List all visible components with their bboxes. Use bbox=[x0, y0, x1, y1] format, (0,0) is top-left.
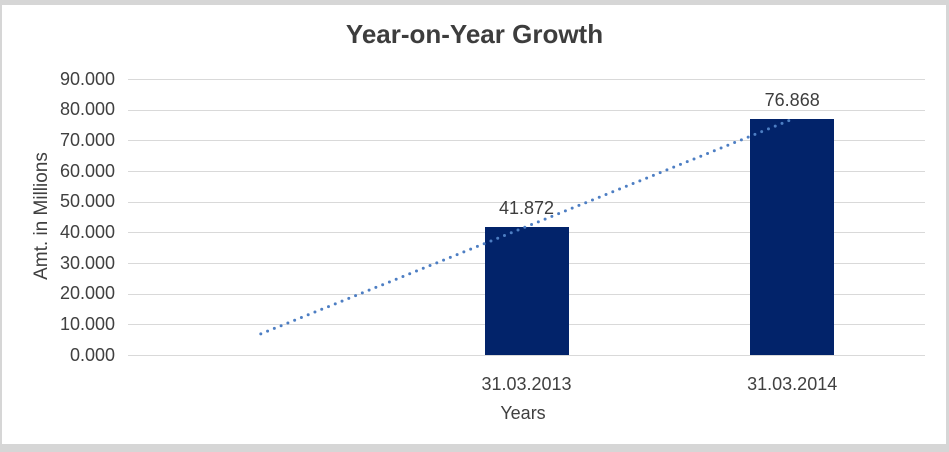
y-axis-tick-label: 0.000 bbox=[69, 344, 115, 365]
gridline bbox=[128, 355, 925, 356]
y-axis-tick-label: 30.000 bbox=[59, 252, 115, 273]
x-axis-tick-label: 31.03.2014 bbox=[747, 374, 838, 394]
bar-data-label: 76.868 bbox=[764, 90, 820, 111]
chart-border-right bbox=[946, 0, 949, 452]
chart-border-bottom bbox=[0, 444, 949, 452]
bar[interactable] bbox=[750, 119, 835, 355]
gridline bbox=[128, 79, 925, 80]
y-axis-tick-label: 50.000 bbox=[59, 191, 115, 212]
y-axis-tick-label: 60.000 bbox=[59, 160, 115, 181]
x-axis-tick-label: 31.03.2013 bbox=[481, 374, 572, 394]
y-axis-tick-label: 10.000 bbox=[59, 313, 115, 334]
y-axis-tick-label: 80.000 bbox=[59, 99, 115, 120]
chart-title: Year-on-Year Growth bbox=[345, 19, 604, 49]
chart-border-top bbox=[0, 0, 949, 5]
chart-border-left bbox=[0, 0, 2, 452]
x-axis-title: Years bbox=[500, 403, 546, 423]
bar-data-label: 41.872 bbox=[498, 197, 555, 218]
y-axis-tick-label: 20.000 bbox=[59, 283, 115, 304]
bar[interactable] bbox=[484, 226, 569, 355]
y-axis-tick-label: 40.000 bbox=[59, 221, 115, 242]
y-axis-tick-label: 70.000 bbox=[59, 129, 115, 150]
gridline bbox=[128, 109, 925, 111]
y-axis-tick-label: 90.000 bbox=[59, 68, 115, 89]
